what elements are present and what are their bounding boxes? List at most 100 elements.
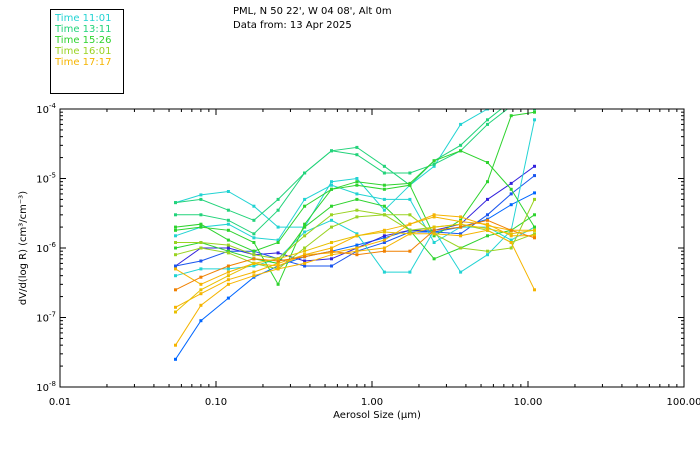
data-point [432,234,436,238]
legend: Time 11:01 Time 13:11 Time 15:26 Time 16… [50,9,124,94]
data-point [459,122,463,126]
data-point [330,213,333,217]
data-point [432,232,436,236]
data-point [330,257,333,261]
y-axis-label: dV/d(log R) (cm³/cm⁻³) [18,191,29,305]
data-point [276,197,280,201]
data-point [355,192,359,196]
data-point [509,181,513,185]
data-point [533,236,536,240]
x-tick-label: 10.00 [514,397,543,408]
data-point [174,241,177,244]
data-point [174,234,177,238]
data-point [276,208,280,212]
data-point [533,232,536,236]
data-point [174,288,177,292]
data-point [330,183,333,187]
series-line-7 [175,109,502,221]
data-point [486,161,489,164]
data-point [303,246,307,250]
data-point [459,270,463,274]
data-point [174,246,177,250]
data-point [382,230,386,234]
data-point [226,246,230,250]
data-point [355,253,359,257]
data-point [226,264,230,268]
data-point [199,241,203,244]
data-point [486,197,489,201]
data-point [486,109,489,111]
data-point [330,204,333,208]
data-point [408,181,412,185]
data-point [276,267,280,271]
x-tick-label: 0.01 [49,397,71,408]
data-point [276,282,280,286]
data-point [174,264,177,268]
data-point [330,246,333,250]
data-point [355,246,359,250]
plot-frame [59,108,685,388]
data-point [382,197,386,201]
data-point [382,238,386,242]
series-layer [174,109,536,361]
data-point [226,249,230,253]
data-point [199,319,203,323]
data-point [459,232,463,236]
data-point [432,159,436,163]
data-point [533,118,536,122]
data-point [355,232,359,236]
data-point [226,251,230,255]
data-point [226,296,230,300]
y-tick-label: 10-7 [36,311,56,325]
data-point [226,228,230,232]
data-point [276,264,280,268]
data-point [382,208,386,212]
data-point [432,230,436,234]
data-point [355,208,359,212]
data-point [509,241,513,244]
data-point [226,238,230,242]
x-tick-label: 0.10 [205,397,227,408]
data-point [459,215,463,219]
data-point [303,225,307,229]
x-axis-label: Aerosol Size (µm) [333,410,421,421]
data-point [303,234,307,238]
data-point [355,215,359,219]
data-point [276,261,280,265]
data-point [174,343,177,347]
data-point [252,249,256,253]
data-point [303,255,307,259]
data-point [355,153,359,157]
data-point [382,270,386,274]
data-point [533,109,536,111]
data-point [355,180,359,184]
data-point [330,264,333,268]
data-point [330,180,333,184]
data-point [174,225,177,229]
data-point [533,213,536,217]
data-point [252,241,256,244]
chart-title: PML, N 50 22', W 04 08', Alt 0m [233,6,392,17]
data-point [509,232,513,236]
data-point [276,238,280,242]
data-point [199,197,203,201]
data-point [408,249,412,253]
data-point [199,225,203,229]
legend-entry-5: Time 17:17 [55,57,112,68]
data-point [330,241,333,244]
data-point [408,228,412,232]
data-point [330,149,333,153]
data-point [533,174,536,178]
data-point [459,225,463,229]
data-point [226,190,230,193]
data-point [486,228,489,232]
data-point [432,241,436,244]
data-point [355,197,359,201]
data-point [252,257,256,261]
data-point [303,171,307,175]
data-point [355,249,359,253]
data-point [199,193,203,197]
data-point [252,218,256,222]
data-point [199,213,203,217]
data-point [303,197,307,201]
